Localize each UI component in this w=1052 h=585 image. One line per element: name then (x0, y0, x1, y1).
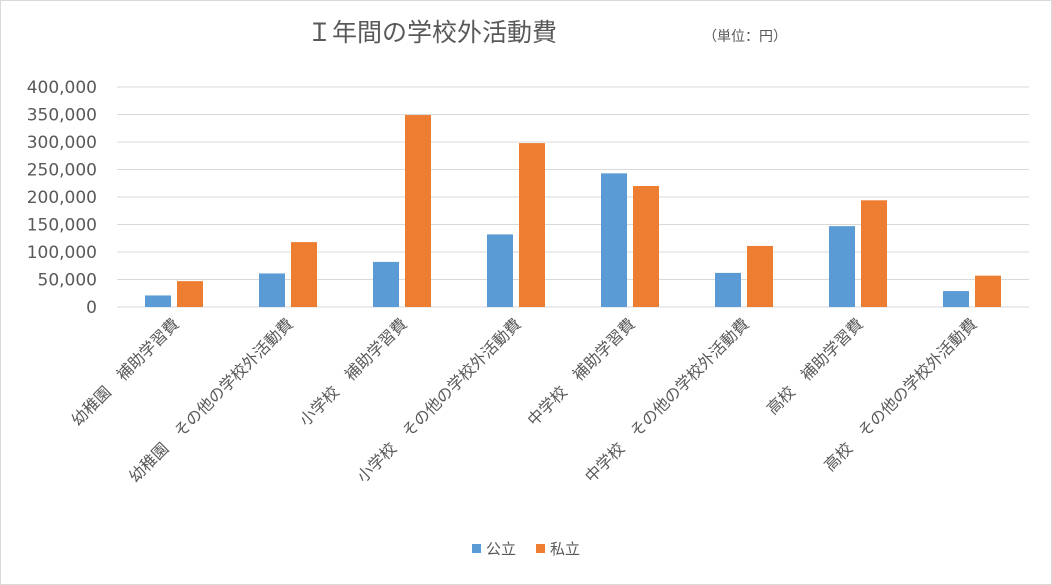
bar (975, 275, 1001, 307)
bars (145, 115, 1001, 307)
bar (519, 143, 545, 307)
bar (943, 291, 969, 307)
bar (715, 272, 741, 307)
y-tick-label: 150,000 (27, 216, 97, 236)
y-tick-label: 300,000 (27, 133, 97, 153)
legend-label: 公立 (486, 540, 516, 558)
y-tick-label: 200,000 (27, 188, 97, 208)
bar (601, 173, 627, 307)
bar (291, 242, 317, 307)
y-tick-label: 400,000 (27, 78, 97, 98)
y-tick-label: 100,000 (27, 243, 97, 263)
legend-label: 私立 (550, 540, 580, 558)
bar (829, 226, 855, 307)
y-tick-label: 250,000 (27, 161, 97, 181)
x-tick-label: 小学校 補助学習費 (296, 314, 411, 429)
bar (861, 200, 887, 307)
bar (747, 245, 773, 307)
bar (145, 295, 171, 307)
bar (405, 115, 431, 307)
legend-swatch (472, 544, 481, 553)
y-tick-label: 0 (86, 298, 97, 318)
bar (487, 234, 513, 307)
y-tick-label: 350,000 (27, 106, 97, 126)
bar (177, 281, 203, 307)
chart-unit-note: （単位：円） (703, 29, 787, 45)
y-axis-ticks: 0 50,000 100,000 150,000 200,000 250,000 300,0… (27, 78, 97, 318)
bar (633, 186, 659, 307)
y-tick-label: 50,000 (38, 271, 97, 291)
chart-title: Ｉ年間の学校外活動費 (307, 18, 557, 47)
bar (259, 273, 285, 307)
x-tick-label: 高校 補助学習費 (763, 314, 867, 418)
legend-swatch (536, 544, 545, 553)
x-tick-label: 中学校 補助学習費 (524, 314, 639, 429)
gridlines (117, 86, 1029, 308)
bar (373, 261, 399, 307)
legend: 公立 私立 (472, 540, 580, 558)
x-tick-label: 幼稚園 補助学習費 (68, 314, 183, 429)
